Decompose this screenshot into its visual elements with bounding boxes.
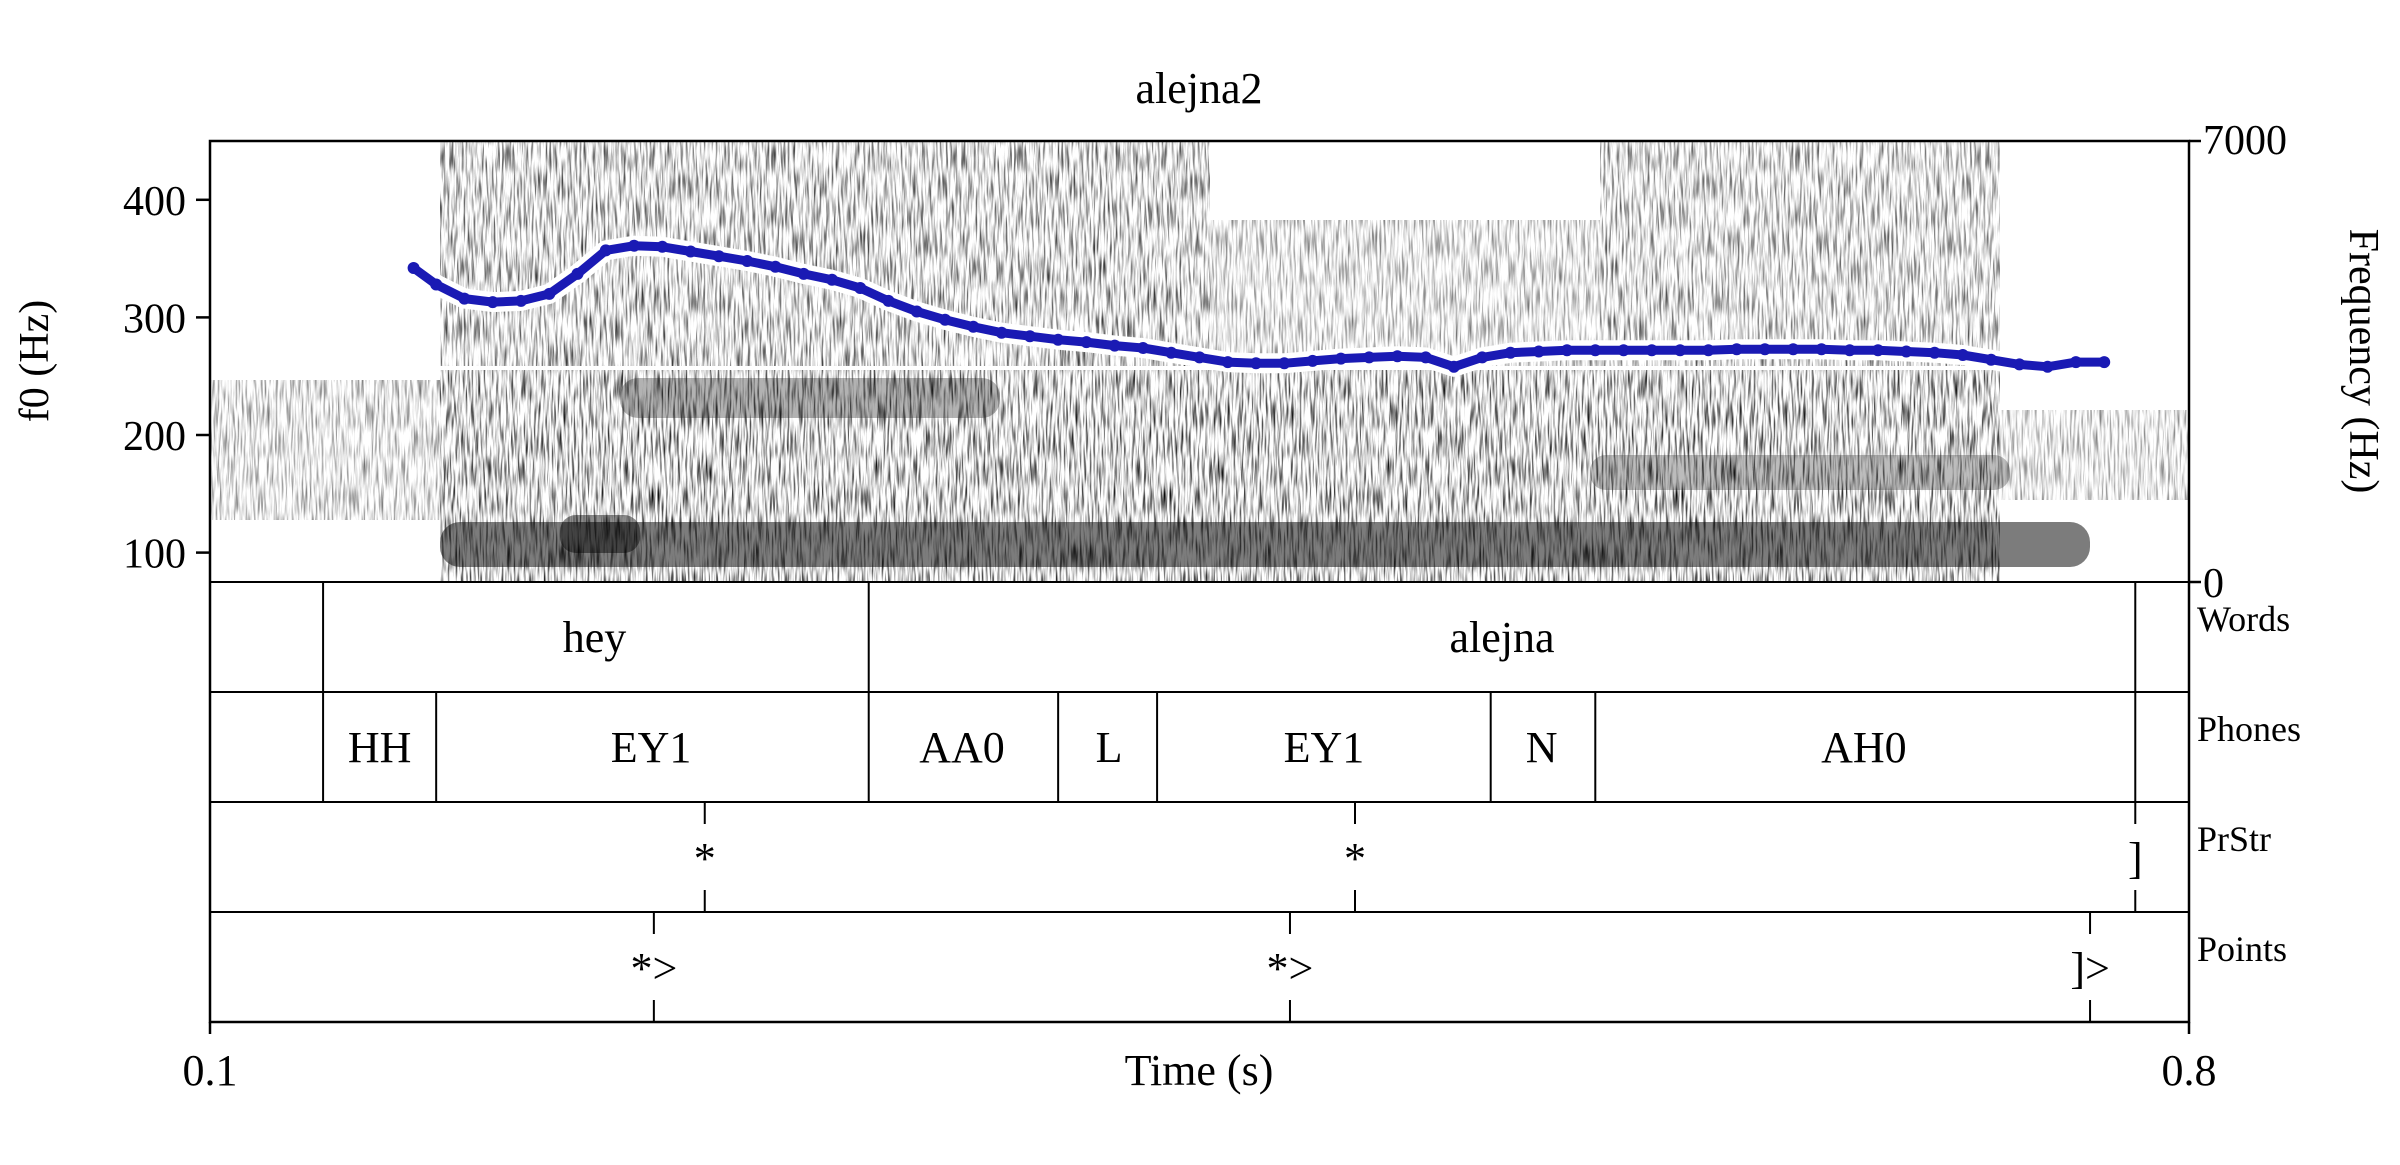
f0-point bbox=[458, 292, 471, 305]
f0-point bbox=[1278, 357, 1291, 370]
point-label: ]> bbox=[2070, 944, 2109, 993]
f0-point bbox=[826, 273, 838, 286]
f0-point bbox=[1363, 351, 1376, 364]
f0-point bbox=[628, 239, 641, 252]
f0-point bbox=[684, 245, 697, 258]
tier-name-points: Points bbox=[2197, 929, 2287, 969]
f0-point bbox=[1476, 351, 1489, 364]
f0-tick-label: 100 bbox=[123, 532, 186, 578]
tier-name-phones: Phones bbox=[2197, 709, 2301, 749]
point-label: *> bbox=[1267, 944, 1314, 993]
f0-point bbox=[2098, 356, 2111, 369]
f0-point bbox=[599, 244, 612, 257]
freq-tick-label-top: 7000 bbox=[2203, 118, 2287, 164]
spectrogram bbox=[210, 141, 2189, 582]
textgrid-tiers: Words hey alejna Phones HH EY1 AA0 L EY1 N AH0 PrSt… bbox=[322, 582, 2301, 1022]
f0-point bbox=[882, 294, 895, 307]
interval-label: alejna bbox=[1449, 613, 1554, 662]
f0-point bbox=[995, 326, 1008, 339]
f0-point bbox=[1674, 344, 1687, 357]
f0-point bbox=[1617, 344, 1630, 357]
f0-tick-label: 300 bbox=[123, 296, 186, 342]
f0-tick-label: 400 bbox=[123, 179, 186, 225]
x-axis-label: Time (s) bbox=[1125, 1046, 1274, 1095]
y-axis-label-left: f0 (Hz) bbox=[12, 300, 58, 422]
f0-point bbox=[571, 267, 584, 280]
interval-label: EY1 bbox=[611, 723, 692, 772]
interval-label: AA0 bbox=[919, 723, 1005, 772]
f0-point bbox=[430, 278, 443, 291]
f0-point bbox=[1645, 344, 1658, 357]
f0-point bbox=[797, 267, 810, 280]
freq-tick-label-bottom: 0 bbox=[2203, 561, 2224, 607]
tier-name-prstr: PrStr bbox=[2197, 819, 2271, 859]
interval-label: hey bbox=[563, 613, 627, 662]
f0-contour bbox=[403, 235, 2115, 377]
f0-point bbox=[1447, 360, 1460, 373]
f0-point bbox=[910, 305, 923, 318]
f0-point bbox=[1023, 330, 1036, 343]
f0-point bbox=[1052, 333, 1065, 346]
f0-point bbox=[939, 313, 952, 326]
f0-point bbox=[1193, 351, 1206, 364]
x-tick-label-end: 0.8 bbox=[2162, 1046, 2217, 1095]
x-tick-label-start: 0.1 bbox=[183, 1046, 238, 1095]
f0-point bbox=[1250, 357, 1262, 370]
f0-point bbox=[854, 282, 867, 294]
f0-point bbox=[1702, 344, 1715, 357]
f0-point bbox=[1956, 349, 1969, 361]
f0-point bbox=[967, 320, 980, 333]
interval-label: HH bbox=[348, 723, 412, 772]
f0-point bbox=[1108, 339, 1121, 352]
f0-point bbox=[1080, 336, 1093, 349]
f0-point bbox=[543, 287, 556, 300]
point-label: *> bbox=[630, 944, 677, 993]
f0-point bbox=[712, 250, 725, 263]
f0-point bbox=[1730, 343, 1743, 356]
f0-point bbox=[1532, 345, 1545, 358]
f0-point bbox=[1589, 344, 1602, 357]
interval-label: L bbox=[1096, 723, 1123, 772]
interval-label: AH0 bbox=[1821, 723, 1907, 772]
f0-point bbox=[1334, 352, 1347, 365]
f0-point bbox=[1391, 350, 1404, 363]
f0-point bbox=[656, 240, 669, 253]
f0-point bbox=[1758, 343, 1771, 356]
f0-point bbox=[1872, 344, 1884, 357]
chart-title: alejna2 bbox=[1135, 64, 1262, 113]
f0-point bbox=[1843, 344, 1856, 357]
f0-point bbox=[1137, 342, 1149, 354]
f0-point bbox=[1561, 344, 1573, 357]
f0-point bbox=[407, 262, 420, 274]
f0-point bbox=[741, 255, 754, 267]
f0-point bbox=[1985, 353, 1998, 366]
f0-point bbox=[769, 260, 782, 273]
point-label: * bbox=[694, 834, 716, 883]
interval-label: EY1 bbox=[1284, 723, 1365, 772]
f0-point bbox=[1221, 356, 1234, 369]
f0-point bbox=[2013, 358, 2026, 371]
f0-point bbox=[1815, 343, 1828, 356]
f0-point bbox=[486, 296, 499, 309]
interval-label: N bbox=[1526, 723, 1558, 772]
y-axis-label-right: Frequency (Hz) bbox=[2340, 229, 2386, 494]
f0-point bbox=[515, 294, 527, 307]
f0-point bbox=[1900, 345, 1913, 358]
f0-point bbox=[1504, 346, 1517, 359]
f0-point bbox=[2069, 356, 2082, 369]
point-label: ] bbox=[2128, 834, 2143, 883]
f0-point bbox=[1419, 351, 1432, 364]
f0-point bbox=[1787, 343, 1800, 356]
f0-point bbox=[1165, 346, 1178, 359]
f0-tick-label: 200 bbox=[123, 414, 186, 460]
f0-point bbox=[1306, 354, 1319, 367]
tier-name-words: Words bbox=[2197, 599, 2290, 639]
f0-point bbox=[2041, 360, 2054, 373]
plot-axes: 100 200 300 400 bbox=[123, 139, 2201, 1034]
point-label: * bbox=[1344, 834, 1366, 883]
f0-point bbox=[1928, 346, 1941, 359]
